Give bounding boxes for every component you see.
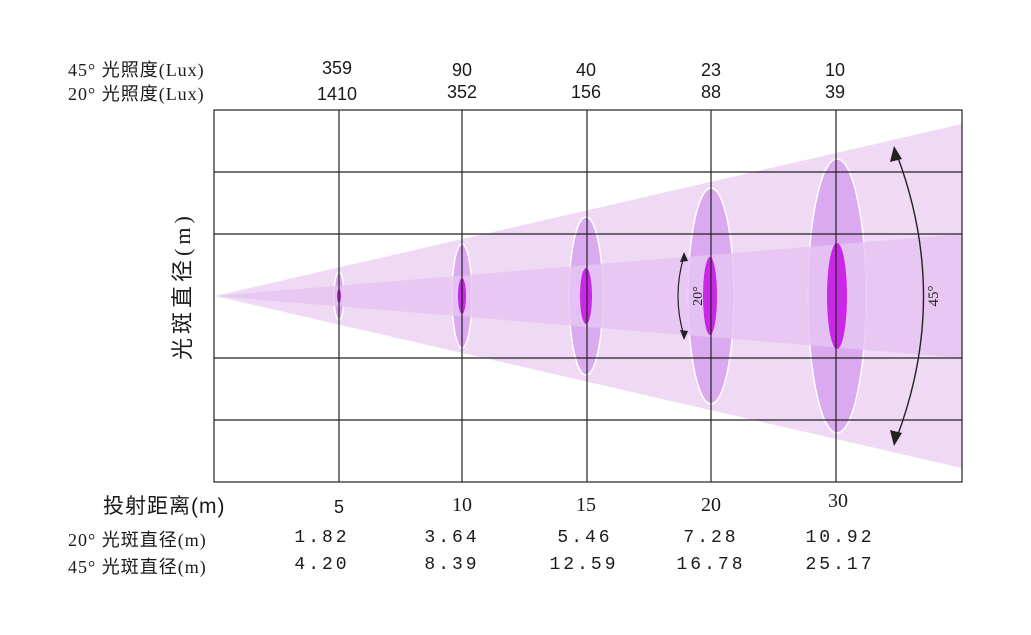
d45-30m: 25.17 — [805, 555, 875, 575]
d20-15m: 5.46 — [557, 528, 613, 548]
lux20-value-20m: 88 — [700, 82, 722, 102]
narrow-angle-arc — [677, 255, 685, 337]
lux20-value-30m: 39 — [824, 82, 846, 102]
lux45-value-15m: 40 — [575, 60, 597, 80]
narrow-spot-20m — [703, 257, 717, 335]
lux-45-label: 45° 光照度(Lux) — [68, 60, 205, 80]
arrowhead-icon — [680, 252, 688, 262]
lux20-value-15m: 156 — [570, 82, 602, 102]
lux45-value-30m: 10 — [824, 60, 846, 80]
d20-10m: 3.64 — [424, 528, 480, 548]
diameter-45-label: 45° 光斑直径(m) — [68, 557, 207, 577]
d45-10m: 8.39 — [424, 555, 480, 575]
lux45-value-10m: 90 — [451, 60, 473, 80]
grid — [213, 109, 963, 483]
arrowhead-icon — [890, 430, 902, 446]
arrowhead-icon — [680, 330, 688, 340]
d45-5m: 4.20 — [294, 555, 350, 575]
diameter-20-label: 20° 光斑直径(m) — [68, 530, 207, 550]
distance-10: 10 — [452, 494, 472, 516]
grid-frame — [213, 109, 963, 483]
wide-angle-label: 45° — [926, 286, 942, 307]
wide-angle-arc — [896, 154, 925, 438]
distance-15: 15 — [576, 494, 596, 516]
lux20-value-5m: 1410 — [316, 84, 358, 104]
lux20-value-10m: 352 — [446, 82, 478, 102]
distance-label: 投射距离(m) — [103, 495, 226, 518]
d45-15m: 12.59 — [549, 555, 619, 575]
narrow-angle-label: 20° — [691, 286, 706, 306]
distance-5: 5 — [333, 497, 344, 517]
distance-20: 20 — [701, 494, 721, 516]
d20-5m: 1.82 — [294, 528, 350, 548]
narrow-spot-30m — [827, 243, 847, 349]
d45-20m: 16.78 — [676, 555, 746, 575]
lux45-value-5m: 359 — [321, 58, 353, 78]
lux-20-label: 20° 光照度(Lux) — [68, 84, 205, 104]
lux45-value-20m: 23 — [700, 60, 722, 80]
narrow-spot-15m — [580, 268, 592, 324]
y-axis-label: 光斑直径(m) — [170, 212, 195, 360]
d20-30m: 10.92 — [805, 528, 875, 548]
distance-30: 30 — [828, 490, 848, 512]
arrowhead-icon — [890, 146, 902, 162]
d20-20m: 7.28 — [683, 528, 739, 548]
